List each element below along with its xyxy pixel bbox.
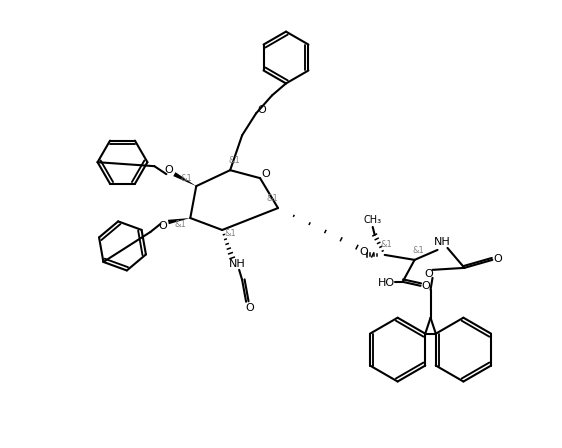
Text: O: O [262, 169, 270, 179]
Text: O: O [164, 165, 173, 175]
Text: &1: &1 [224, 229, 236, 238]
Text: HO: HO [378, 278, 395, 288]
Text: NH: NH [434, 237, 451, 247]
Text: &1: &1 [174, 220, 186, 228]
Polygon shape [173, 172, 196, 186]
Text: &1: &1 [266, 194, 278, 202]
Text: O: O [246, 303, 255, 313]
Text: &1: &1 [228, 156, 240, 165]
Text: &1: &1 [413, 246, 424, 255]
Text: O: O [258, 105, 266, 115]
Text: &1: &1 [381, 241, 392, 250]
Text: O: O [493, 254, 502, 264]
Text: NH: NH [229, 259, 246, 269]
Text: O: O [424, 269, 433, 279]
Polygon shape [168, 218, 191, 224]
Text: O: O [359, 247, 368, 257]
Text: &1: &1 [180, 174, 192, 183]
Text: O: O [158, 221, 167, 231]
Text: CH₃: CH₃ [364, 215, 382, 225]
Text: O: O [421, 281, 430, 291]
